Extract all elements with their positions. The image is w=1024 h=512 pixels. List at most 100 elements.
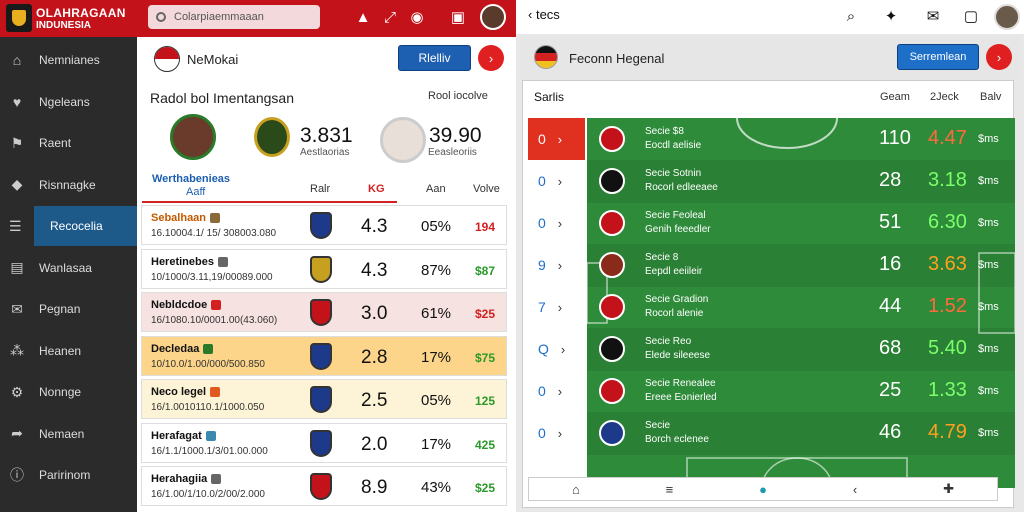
team-badge-icon <box>599 420 625 446</box>
sidebar-item[interactable]: Recocelia <box>34 206 137 246</box>
search-icon[interactable]: ⌕ <box>846 7 856 25</box>
club-shield-icon <box>310 429 332 457</box>
list-item[interactable]: Secie Renealee Ereee Eonierled 25 1.33 $ms <box>587 370 1015 412</box>
chevron-right-icon: › <box>560 341 566 357</box>
window-icon[interactable]: ▢ <box>963 8 979 25</box>
column-header-geam[interactable]: Geam <box>880 91 910 103</box>
row-index[interactable]: 9 › <box>528 244 585 286</box>
table-row[interactable]: Herafagat 16/1.1/1000.1/3/01.00.000 2.0 17%… <box>141 422 507 463</box>
player-avatar-left[interactable] <box>170 114 216 160</box>
settings-icon[interactable]: ✚ <box>943 481 954 496</box>
avatar[interactable] <box>994 4 1020 30</box>
list-item[interactable]: Secie 8 Eepdl eeiileir 16 3.63 $ms <box>587 244 1015 286</box>
chevron-right-icon[interactable]: › <box>478 45 504 71</box>
sidebar-item-label: Risnnagke <box>39 177 96 192</box>
sidebar-item[interactable]: ▤ Wanlasaa <box>0 248 137 288</box>
list-item[interactable]: Secie Gradion Rocorl alenie 44 1.52 $ms <box>587 286 1015 328</box>
search-placeholder: Colarpiaemmaaan <box>174 11 264 23</box>
item-count: 110 <box>879 127 911 149</box>
sidebar-item[interactable]: ⚑ Raent <box>0 123 137 163</box>
team-tag-icon <box>203 343 214 354</box>
team-stats: 16/1.00/1/10.0/2/00/2.000 <box>151 489 265 500</box>
price-value: $75 <box>475 350 496 365</box>
search-input[interactable]: Colarpiaemmaaan <box>148 5 320 29</box>
list-item[interactable]: Secie $8 Eocdl aelisie 110 4.47 $ms <box>587 118 1015 160</box>
row-index[interactable]: Q › <box>528 328 585 370</box>
chat-icon[interactable]: ▲ <box>355 8 371 26</box>
right-action-button[interactable]: Serremlean <box>897 44 979 70</box>
chevron-right-icon: › <box>557 257 563 273</box>
item-title: Secie Sotnin <box>645 168 702 179</box>
item-price: $ms <box>978 385 999 397</box>
row-index[interactable]: 0 › <box>528 202 585 244</box>
column-header-rank[interactable]: Ralr <box>310 183 331 195</box>
avatar[interactable] <box>480 4 506 30</box>
users-icon: ⁂ <box>10 342 24 358</box>
club-shield-icon <box>310 342 332 370</box>
back-button[interactable]: ‹ tecs <box>528 7 560 22</box>
table-row[interactable]: Nebldcdoe 16/1080.10/0001.00(43.060) 3.0 61… <box>141 292 507 332</box>
item-odds: 5.40 <box>928 337 967 359</box>
club-action-button[interactable]: Rlelliv <box>398 45 471 71</box>
team-tag-icon <box>211 300 222 311</box>
table-row[interactable]: Heretinebes 10/1000/3.11,19/00089.000 4.3 8… <box>141 248 507 289</box>
row-index[interactable]: 0 › <box>528 160 585 202</box>
list-item[interactable]: Secie Feoleal Genih feeedler 51 6.30 $ms <box>587 202 1015 244</box>
list-item[interactable]: Secie Borch eclenee 46 4.79 $ms <box>587 412 1015 454</box>
sidebar <box>0 37 137 512</box>
item-odds: 1.52 <box>928 295 967 317</box>
table-header-sub: Aaff <box>186 186 206 198</box>
home-icon[interactable]: ⌂ <box>571 481 580 497</box>
sidebar-item[interactable]: ⚙ Nonnge <box>0 372 137 412</box>
back-icon[interactable]: ‹ <box>852 481 858 497</box>
active-tab-underline <box>142 201 397 203</box>
expand-icon[interactable]: ⤢ <box>383 8 396 26</box>
row-index[interactable]: 0 › <box>528 412 585 454</box>
percent-value: 17% <box>421 348 452 366</box>
sidebar-item[interactable]: ⓘ Paririnom <box>0 455 137 495</box>
list-item[interactable]: Secie Reo Elede sileeese 68 5.40 $ms <box>587 328 1015 370</box>
sidebar-item[interactable]: ⁂ Heanen <box>0 331 137 371</box>
team-name-text: Nebldcdoe <box>151 299 208 311</box>
item-odds: 4.79 <box>928 421 967 443</box>
team-badge-icon <box>599 210 625 236</box>
team-tag-icon <box>211 474 222 485</box>
row-index[interactable]: 0 › <box>528 370 585 412</box>
column-header-balv[interactable]: Balv <box>980 91 1002 103</box>
price-value: $87 <box>475 263 496 278</box>
record-icon[interactable]: ◉ <box>410 9 424 26</box>
brand-logo-icon[interactable] <box>6 4 32 32</box>
bolt-icon[interactable]: ✦ <box>884 8 898 25</box>
notification-icon[interactable]: ✉ <box>926 8 940 25</box>
back-label: tecs <box>535 7 560 22</box>
sidebar-item[interactable]: ✉ Pegnan <box>0 289 137 329</box>
sidebar-item[interactable]: ⌂ Nemnianes <box>0 40 137 80</box>
column-header-volve[interactable]: Volve <box>473 183 500 195</box>
sidebar-item[interactable]: ➦ Nemaen <box>0 414 137 454</box>
table-row[interactable]: Herahagiia 16/1.00/1/10.0/2/00/2.000 8.9 43… <box>141 466 507 506</box>
table-row[interactable]: Sebalhaan 16.10004.1/ 15/ 308003.080 4.3 05… <box>141 205 507 245</box>
chevron-right-icon[interactable]: › <box>986 44 1012 70</box>
sidebar-item-icon-wrap[interactable]: ☰ <box>0 206 34 246</box>
item-subtitle: Ereee Eonierled <box>645 392 717 403</box>
row-index-number: 0 <box>538 215 546 231</box>
back-arrow-icon: ‹ <box>528 7 536 22</box>
player-avatar-right[interactable] <box>380 117 426 163</box>
column-header-jeck[interactable]: 2Jeck <box>930 91 959 103</box>
table-header-main[interactable]: Werthabenieas <box>152 173 231 185</box>
sidebar-item[interactable]: ♥ Ngeleans <box>0 82 137 122</box>
sidebar-item[interactable]: ◆ Risnnagke <box>0 165 137 205</box>
column-header-aan[interactable]: Aan <box>426 183 446 195</box>
row-index[interactable]: 0 › <box>528 118 585 160</box>
chat-icon[interactable]: ● <box>759 481 767 497</box>
percent-value: 05% <box>421 392 452 409</box>
team-tag-icon <box>210 387 221 398</box>
list-item[interactable]: Secie Sotnin Rocorl edleeaee 28 3.18 $ms <box>587 160 1015 202</box>
team-name-text: Heretinebes <box>151 255 214 268</box>
table-row[interactable]: Decledaa 10/10.0/1.00/000/500.850 2.8 17% $7… <box>141 335 507 376</box>
table-row[interactable]: Neco legel 16/1.0010110.1/1000.050 2.5 05% 1… <box>141 379 507 419</box>
media-icon[interactable]: ▣ <box>450 9 466 26</box>
column-header-kg[interactable]: KG <box>368 183 385 195</box>
row-index[interactable]: 7 › <box>528 286 585 328</box>
menu-icon[interactable]: ≡ <box>665 481 674 497</box>
